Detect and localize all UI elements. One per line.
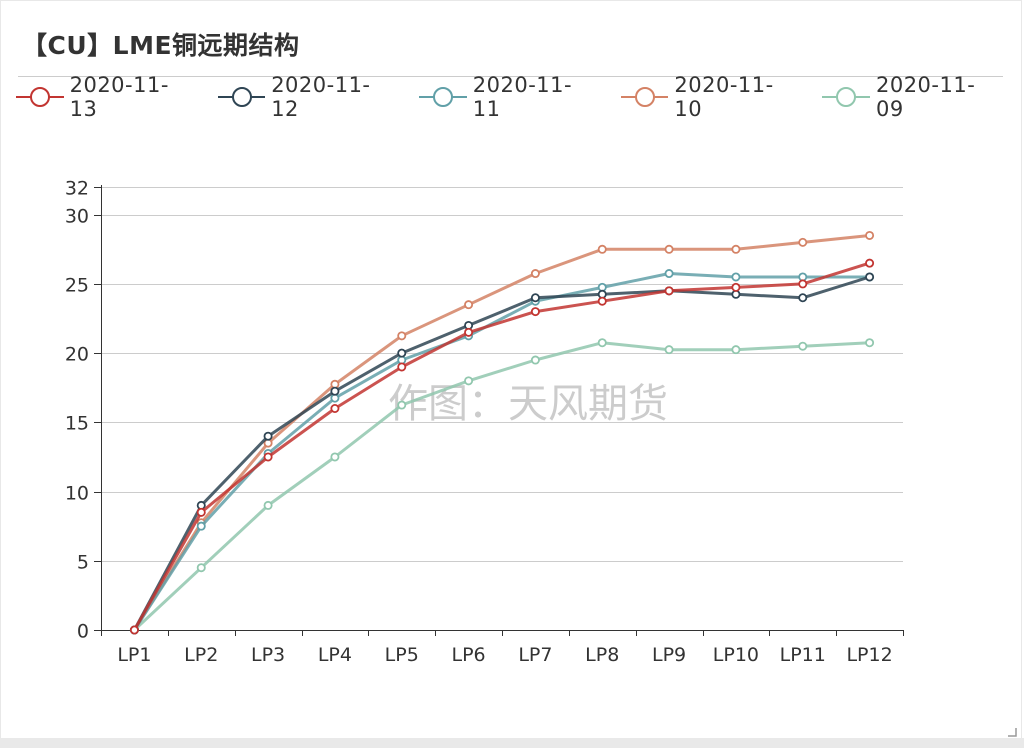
data-point[interactable] — [798, 279, 808, 289]
y-tick-label: 25 — [65, 275, 89, 297]
data-point[interactable] — [664, 244, 674, 254]
data-point[interactable] — [798, 237, 808, 247]
x-tick-label: LP12 — [846, 644, 892, 666]
y-tick-label: 20 — [65, 344, 89, 366]
data-point[interactable] — [263, 500, 273, 510]
legend-marker-icon — [822, 87, 870, 107]
data-point[interactable] — [330, 452, 340, 462]
data-point[interactable] — [530, 293, 540, 303]
series-line — [133, 261, 871, 631]
legend-label: 2020-11-10 — [674, 73, 774, 121]
data-point[interactable] — [597, 338, 607, 348]
y-tick-label: 0 — [77, 621, 89, 643]
legend-marker-icon — [217, 87, 266, 107]
data-point[interactable] — [664, 286, 674, 296]
legend-item[interactable]: 2020-11-11 — [419, 73, 599, 121]
x-tick-label: LP4 — [318, 644, 352, 666]
grid-lines — [101, 187, 903, 562]
legend-marker-icon — [620, 87, 669, 107]
x-tick-label: LP7 — [518, 644, 552, 666]
legend-item[interactable]: 2020-11-12 — [217, 73, 398, 121]
legend-item[interactable]: 2020-11-09 — [822, 73, 1002, 121]
x-tick-label: LP10 — [713, 644, 759, 666]
data-point[interactable] — [731, 244, 741, 254]
legend-label: 2020-11-09 — [875, 73, 976, 121]
legend-item[interactable]: 2020-11-10 — [620, 73, 801, 121]
legend-label: 2020-11-12 — [271, 73, 371, 121]
x-tick-label: LP5 — [385, 644, 419, 666]
data-point[interactable] — [865, 258, 875, 268]
data-point[interactable] — [129, 625, 139, 635]
y-tick-label: 32 — [65, 178, 89, 200]
data-point[interactable] — [530, 355, 540, 365]
data-point[interactable] — [731, 282, 741, 292]
data-point[interactable] — [664, 345, 674, 355]
data-point[interactable] — [731, 345, 741, 355]
chart-title: 【CU】LME铜远期结构 — [22, 31, 300, 60]
x-tick-label: LP2 — [184, 644, 218, 666]
data-point[interactable] — [530, 269, 540, 279]
data-point[interactable] — [865, 272, 875, 282]
data-point[interactable] — [798, 341, 808, 351]
data-point[interactable] — [196, 563, 206, 573]
data-point[interactable] — [865, 338, 875, 348]
y-tick-label: 5 — [77, 552, 89, 574]
data-point[interactable] — [330, 386, 340, 396]
y-tick-label: 15 — [65, 413, 89, 435]
data-point[interactable] — [397, 348, 407, 358]
data-point[interactable] — [597, 244, 607, 254]
series-line — [133, 272, 870, 631]
series-line — [133, 341, 870, 632]
legend-item[interactable]: 2020-11-13 — [16, 73, 196, 121]
x-tick-label: LP3 — [251, 644, 285, 666]
x-tick-label: LP11 — [780, 644, 826, 666]
series-2020-11-10 — [129, 230, 875, 635]
data-point[interactable] — [196, 521, 206, 531]
data-point[interactable] — [464, 327, 474, 337]
y-tick-label: 10 — [65, 483, 89, 505]
axes: 0 5 10 15 20 25 30 32 LP1 LP2 LP3 LP4 LP5 LP6 LP7 LP8 LP… — [65, 178, 904, 666]
series-line — [133, 275, 871, 631]
legend-label: 2020-11-11 — [472, 73, 573, 121]
series-2020-11-12 — [129, 272, 875, 635]
title-divider — [18, 76, 1003, 77]
data-point[interactable] — [597, 296, 607, 306]
legend-label: 2020-11-13 — [69, 73, 169, 121]
data-point[interactable] — [464, 376, 474, 386]
data-point[interactable] — [530, 307, 540, 317]
watermark: 作图：天风期货 — [388, 381, 668, 427]
data-point[interactable] — [330, 403, 340, 413]
data-point[interactable] — [798, 293, 808, 303]
resize-grip-icon[interactable] — [1006, 726, 1018, 738]
legend-marker-icon — [419, 87, 467, 107]
series-2020-11-13 — [129, 258, 875, 635]
data-point[interactable] — [865, 230, 875, 240]
bottom-strip — [0, 738, 1024, 748]
data-point[interactable] — [263, 431, 273, 441]
data-point[interactable] — [397, 331, 407, 341]
series-layer — [129, 230, 875, 635]
data-point[interactable] — [263, 452, 273, 462]
data-point[interactable] — [664, 269, 674, 279]
x-tick-label: LP9 — [652, 644, 686, 666]
legend-marker-icon — [16, 87, 64, 107]
data-point[interactable] — [397, 400, 407, 410]
data-point[interactable] — [731, 272, 741, 282]
data-point[interactable] — [464, 300, 474, 310]
data-point[interactable] — [397, 362, 407, 372]
x-tick-label: LP6 — [452, 644, 486, 666]
legend: 2020-11-13 2020-11-12 2020-11-11 2020-11-10… — [16, 73, 1024, 121]
y-tick-label: 30 — [65, 206, 89, 228]
data-point[interactable] — [196, 507, 206, 517]
x-tick-label: LP8 — [585, 644, 619, 666]
series-2020-11-11 — [129, 269, 875, 635]
series-line — [133, 234, 870, 631]
x-tick-label: LP1 — [117, 644, 151, 666]
